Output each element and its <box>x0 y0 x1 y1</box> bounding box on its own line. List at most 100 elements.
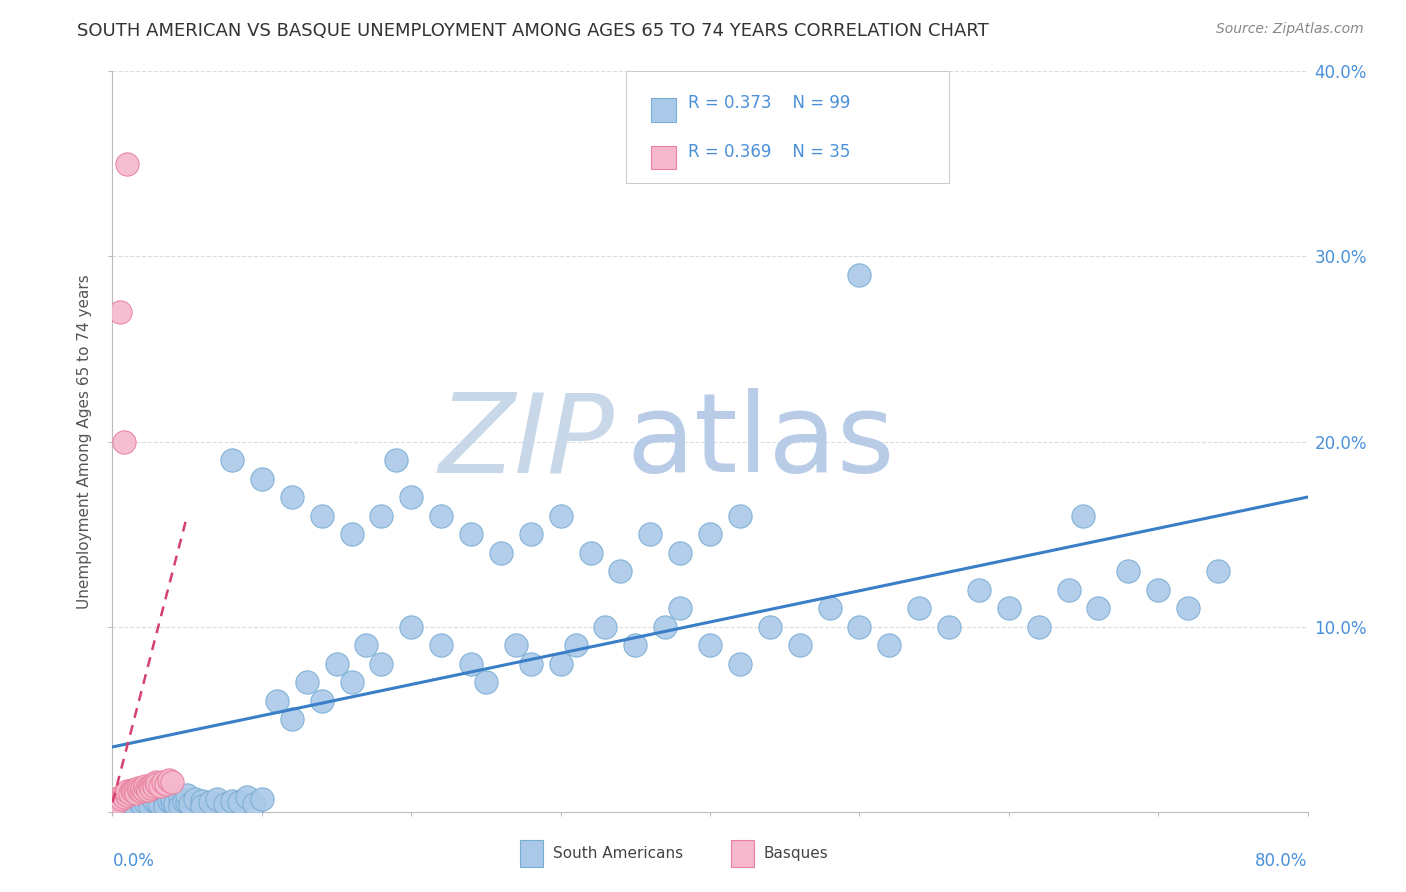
Basques <box>108 305 131 319</box>
South Americans <box>311 694 333 708</box>
South Americans <box>579 545 602 560</box>
South Americans <box>550 657 572 671</box>
Basques <box>139 779 162 793</box>
Basques <box>128 782 150 797</box>
Basques <box>117 788 139 802</box>
South Americans <box>1057 582 1080 597</box>
Text: SOUTH AMERICAN VS BASQUE UNEMPLOYMENT AMONG AGES 65 TO 74 YEARS CORRELATION CHAR: SOUTH AMERICAN VS BASQUE UNEMPLOYMENT AM… <box>77 22 988 40</box>
Basques <box>162 775 183 789</box>
South Americans <box>311 508 333 523</box>
South Americans <box>131 789 153 804</box>
South Americans <box>250 791 273 805</box>
South Americans <box>117 796 139 810</box>
South Americans <box>128 794 150 808</box>
Basques <box>114 434 135 449</box>
South Americans <box>134 796 156 810</box>
South Americans <box>460 657 482 671</box>
South Americans <box>243 797 266 812</box>
Basques <box>145 775 167 789</box>
South Americans <box>162 796 183 810</box>
South Americans <box>520 527 543 541</box>
Text: ZIP: ZIP <box>439 388 614 495</box>
South Americans <box>669 545 692 560</box>
South Americans <box>340 675 363 690</box>
Text: R = 0.369    N = 35: R = 0.369 N = 35 <box>688 143 849 161</box>
Text: 0.0%: 0.0% <box>112 853 155 871</box>
Basques <box>127 780 149 795</box>
South Americans <box>266 694 288 708</box>
South Americans <box>460 527 482 541</box>
South Americans <box>505 638 527 652</box>
South Americans <box>624 638 647 652</box>
Basques <box>141 780 163 795</box>
South Americans <box>356 638 378 652</box>
Text: atlas: atlas <box>627 388 894 495</box>
South Americans <box>143 794 166 808</box>
Basques <box>108 789 131 804</box>
Basques <box>121 782 143 797</box>
South Americans <box>848 268 870 282</box>
Basques <box>115 786 138 800</box>
South Americans <box>475 675 498 690</box>
Basques <box>155 777 177 791</box>
Basques <box>125 786 148 800</box>
Text: R = 0.373    N = 99: R = 0.373 N = 99 <box>688 94 849 112</box>
Basques <box>111 788 134 802</box>
South Americans <box>654 619 676 633</box>
South Americans <box>401 619 423 633</box>
South Americans <box>191 794 214 808</box>
South Americans <box>1177 601 1199 615</box>
South Americans <box>430 508 453 523</box>
South Americans <box>139 799 162 814</box>
South Americans <box>370 657 392 671</box>
Basques <box>124 782 146 797</box>
South Americans <box>1087 601 1109 615</box>
Text: Source: ZipAtlas.com: Source: ZipAtlas.com <box>1216 22 1364 37</box>
South Americans <box>430 638 453 652</box>
South Americans <box>114 789 135 804</box>
South Americans <box>759 619 782 633</box>
South Americans <box>157 794 180 808</box>
South Americans <box>699 638 721 652</box>
Basques <box>114 789 135 804</box>
Text: South Americans: South Americans <box>553 847 683 861</box>
Basques <box>152 775 174 789</box>
Text: 80.0%: 80.0% <box>1256 853 1308 871</box>
South Americans <box>176 788 198 802</box>
South Americans <box>120 791 142 805</box>
Basques <box>157 773 180 788</box>
South Americans <box>173 794 195 808</box>
South Americans <box>520 657 543 671</box>
South Americans <box>165 797 187 812</box>
South Americans <box>191 799 214 814</box>
South Americans <box>728 508 751 523</box>
Basques <box>105 796 128 810</box>
South Americans <box>221 794 243 808</box>
South Americans <box>214 797 236 812</box>
South Americans <box>325 657 347 671</box>
South Americans <box>609 564 631 578</box>
Basques <box>132 782 155 797</box>
Basques <box>135 780 157 795</box>
South Americans <box>1147 582 1170 597</box>
South Americans <box>564 638 586 652</box>
Basques <box>117 784 139 798</box>
Text: Basques: Basques <box>763 847 828 861</box>
South Americans <box>340 527 363 541</box>
South Americans <box>179 797 201 812</box>
South Americans <box>228 796 250 810</box>
South Americans <box>938 619 960 633</box>
South Americans <box>728 657 751 671</box>
South Americans <box>789 638 811 652</box>
South Americans <box>489 545 512 560</box>
South Americans <box>108 796 131 810</box>
South Americans <box>848 619 870 633</box>
South Americans <box>236 789 259 804</box>
South Americans <box>169 791 191 805</box>
Basques <box>142 777 165 791</box>
South Americans <box>1206 564 1229 578</box>
South Americans <box>198 796 221 810</box>
South Americans <box>169 799 191 814</box>
Basques <box>122 784 145 798</box>
South Americans <box>176 796 198 810</box>
